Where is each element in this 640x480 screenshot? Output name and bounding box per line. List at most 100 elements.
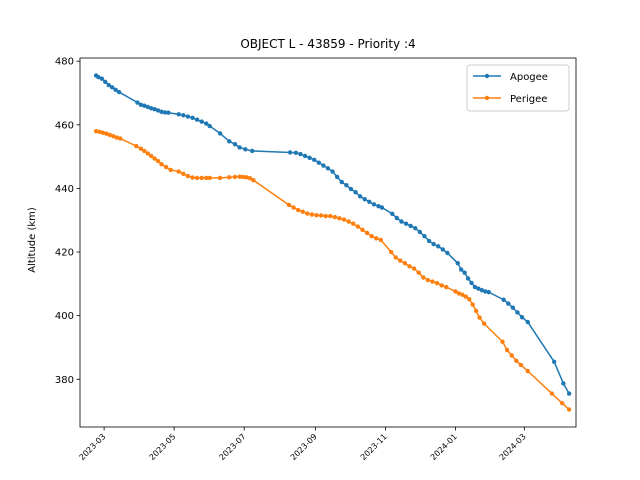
perigee-point [295, 207, 301, 213]
perigee-point [114, 135, 119, 140]
apogee-point [113, 87, 118, 93]
perigee-point [500, 339, 505, 344]
perigee-point [518, 362, 524, 368]
perigee-point [159, 162, 164, 167]
apogee-point [227, 139, 232, 144]
apogee-point [408, 223, 413, 229]
perigee-point [185, 173, 191, 179]
apogee-point [566, 391, 572, 396]
apogee-point [204, 121, 209, 126]
perigee-point [411, 266, 417, 271]
perigee-point [237, 174, 242, 179]
perigee-point [305, 211, 310, 216]
apogee-point [250, 148, 255, 154]
perigee-point [204, 175, 209, 181]
perigee-point [351, 221, 356, 226]
apogee-point [232, 142, 238, 147]
apogee-point [185, 114, 191, 119]
apogee-point [135, 100, 140, 105]
perigee-point [309, 212, 315, 217]
perigee-point [355, 224, 361, 229]
perigee-point [504, 347, 510, 353]
chart-title: OBJECT L - 43859 - Priority :4 [240, 37, 415, 51]
apogee-point [316, 160, 322, 165]
perigee-point [291, 205, 296, 210]
apogee-point [376, 204, 381, 209]
apogee-point [325, 166, 331, 171]
apogee-point [176, 112, 181, 117]
apogee-point [510, 305, 516, 310]
perigee-point [456, 291, 462, 296]
perigee-point [470, 302, 475, 307]
perigee-point [346, 219, 351, 224]
perigee-point [549, 391, 555, 396]
apogee-point [519, 315, 525, 320]
apogee-point [207, 123, 212, 129]
perigee-point [421, 275, 426, 280]
axes-frame [79, 57, 577, 428]
perigee-point [416, 270, 421, 275]
apogee-point [515, 310, 520, 315]
perigee-point [430, 279, 435, 284]
perigee-point [560, 400, 565, 406]
apogee-point [155, 108, 161, 113]
apogee-point [462, 270, 467, 275]
x-tick-label: 2023-03 [78, 432, 108, 462]
apogee-point [390, 211, 395, 217]
legend-apogee-label: Apogee [510, 72, 548, 83]
apogee-point [422, 233, 427, 239]
apogee-point [426, 238, 432, 244]
perigee-point [134, 143, 139, 149]
apogee-point [403, 221, 409, 226]
perigee-point [152, 156, 157, 161]
perigee-point [300, 209, 305, 214]
apogee-point [152, 107, 157, 112]
perigee-point [473, 308, 479, 314]
perigee-point [232, 174, 238, 180]
apogee-point [476, 286, 481, 291]
perigee-point [97, 129, 102, 134]
apogee-point [334, 174, 340, 180]
apogee-point [431, 241, 436, 247]
apogee-point [302, 153, 308, 159]
perigee-point [425, 277, 431, 283]
perigee-point [93, 128, 99, 134]
perigee-point [194, 175, 200, 181]
apogee-point [159, 109, 164, 114]
perigee-point [117, 136, 123, 141]
perigee-point [477, 315, 482, 320]
apogee-point [445, 250, 450, 256]
perigee-point [104, 131, 109, 136]
perigee-point [360, 227, 365, 232]
perigee-point [566, 407, 572, 412]
perigee-point [378, 237, 384, 243]
perigee-point [251, 177, 256, 183]
apogee-point [436, 244, 441, 249]
apogee-point [166, 110, 171, 115]
perigee-point [111, 134, 116, 139]
perigee-point [318, 213, 324, 218]
perigee-point [190, 175, 195, 180]
perigee-point [337, 216, 342, 221]
x-tick-label: 2023-09 [289, 432, 319, 462]
perigee-point [439, 283, 444, 288]
legend-perigee-label: Perigee [510, 94, 547, 105]
apogee-point [379, 205, 385, 210]
apogee-line [95, 74, 570, 394]
perigee-point [341, 217, 347, 222]
y-tick-label: 400 [55, 311, 74, 322]
perigee-point [227, 175, 232, 180]
apogee-point [109, 85, 115, 90]
apogee-point [145, 104, 150, 110]
perigee-point [444, 284, 449, 290]
perigee-point [323, 213, 328, 219]
perigee-point [481, 321, 487, 326]
perigee-point [163, 164, 169, 170]
apogee-point [138, 102, 144, 107]
perigee-point [332, 214, 338, 220]
apogee-point [106, 82, 111, 88]
perigee-point [434, 281, 440, 286]
apogee-point [321, 163, 326, 168]
apogee-point [465, 276, 471, 281]
apogee-point [501, 297, 506, 302]
